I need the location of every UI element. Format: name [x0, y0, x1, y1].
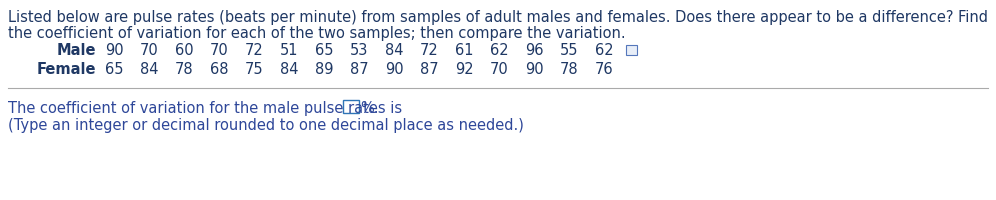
- Text: Listed below are pulse rates (beats per minute) from samples of adult males and : Listed below are pulse rates (beats per …: [8, 10, 988, 25]
- Text: 75: 75: [245, 62, 264, 77]
- Text: 55: 55: [560, 43, 579, 58]
- Text: 84: 84: [385, 43, 403, 58]
- Text: 62: 62: [490, 43, 509, 58]
- Text: 70: 70: [140, 43, 158, 58]
- Text: (Type an integer or decimal rounded to one decimal place as needed.): (Type an integer or decimal rounded to o…: [8, 118, 524, 133]
- Text: 68: 68: [210, 62, 228, 77]
- Text: 92: 92: [455, 62, 474, 77]
- Text: %.: %.: [361, 101, 379, 116]
- Text: the coefficient of variation for each of the two samples; then compare the varia: the coefficient of variation for each of…: [8, 26, 625, 41]
- Text: 87: 87: [420, 62, 438, 77]
- Text: Female: Female: [37, 62, 96, 77]
- Text: 84: 84: [280, 62, 299, 77]
- Text: 72: 72: [245, 43, 264, 58]
- Text: 70: 70: [490, 62, 509, 77]
- Text: 62: 62: [595, 43, 614, 58]
- Text: 76: 76: [595, 62, 614, 77]
- Text: 65: 65: [315, 43, 334, 58]
- Text: 96: 96: [525, 43, 544, 58]
- Text: 70: 70: [210, 43, 229, 58]
- Text: 87: 87: [350, 62, 369, 77]
- Bar: [626, 45, 637, 55]
- Text: 53: 53: [350, 43, 369, 58]
- Text: The coefficient of variation for the male pulse rates is: The coefficient of variation for the mal…: [8, 101, 406, 116]
- Bar: [343, 100, 359, 113]
- Text: 65: 65: [105, 62, 124, 77]
- Text: 60: 60: [175, 43, 193, 58]
- Text: 72: 72: [420, 43, 439, 58]
- Text: 78: 78: [175, 62, 193, 77]
- Text: 90: 90: [385, 62, 403, 77]
- Text: 78: 78: [560, 62, 579, 77]
- Text: Male: Male: [57, 43, 96, 58]
- Text: 61: 61: [455, 43, 473, 58]
- Text: 90: 90: [525, 62, 544, 77]
- Text: 90: 90: [105, 43, 124, 58]
- Text: 89: 89: [315, 62, 334, 77]
- Text: 51: 51: [280, 43, 299, 58]
- Text: 84: 84: [140, 62, 158, 77]
